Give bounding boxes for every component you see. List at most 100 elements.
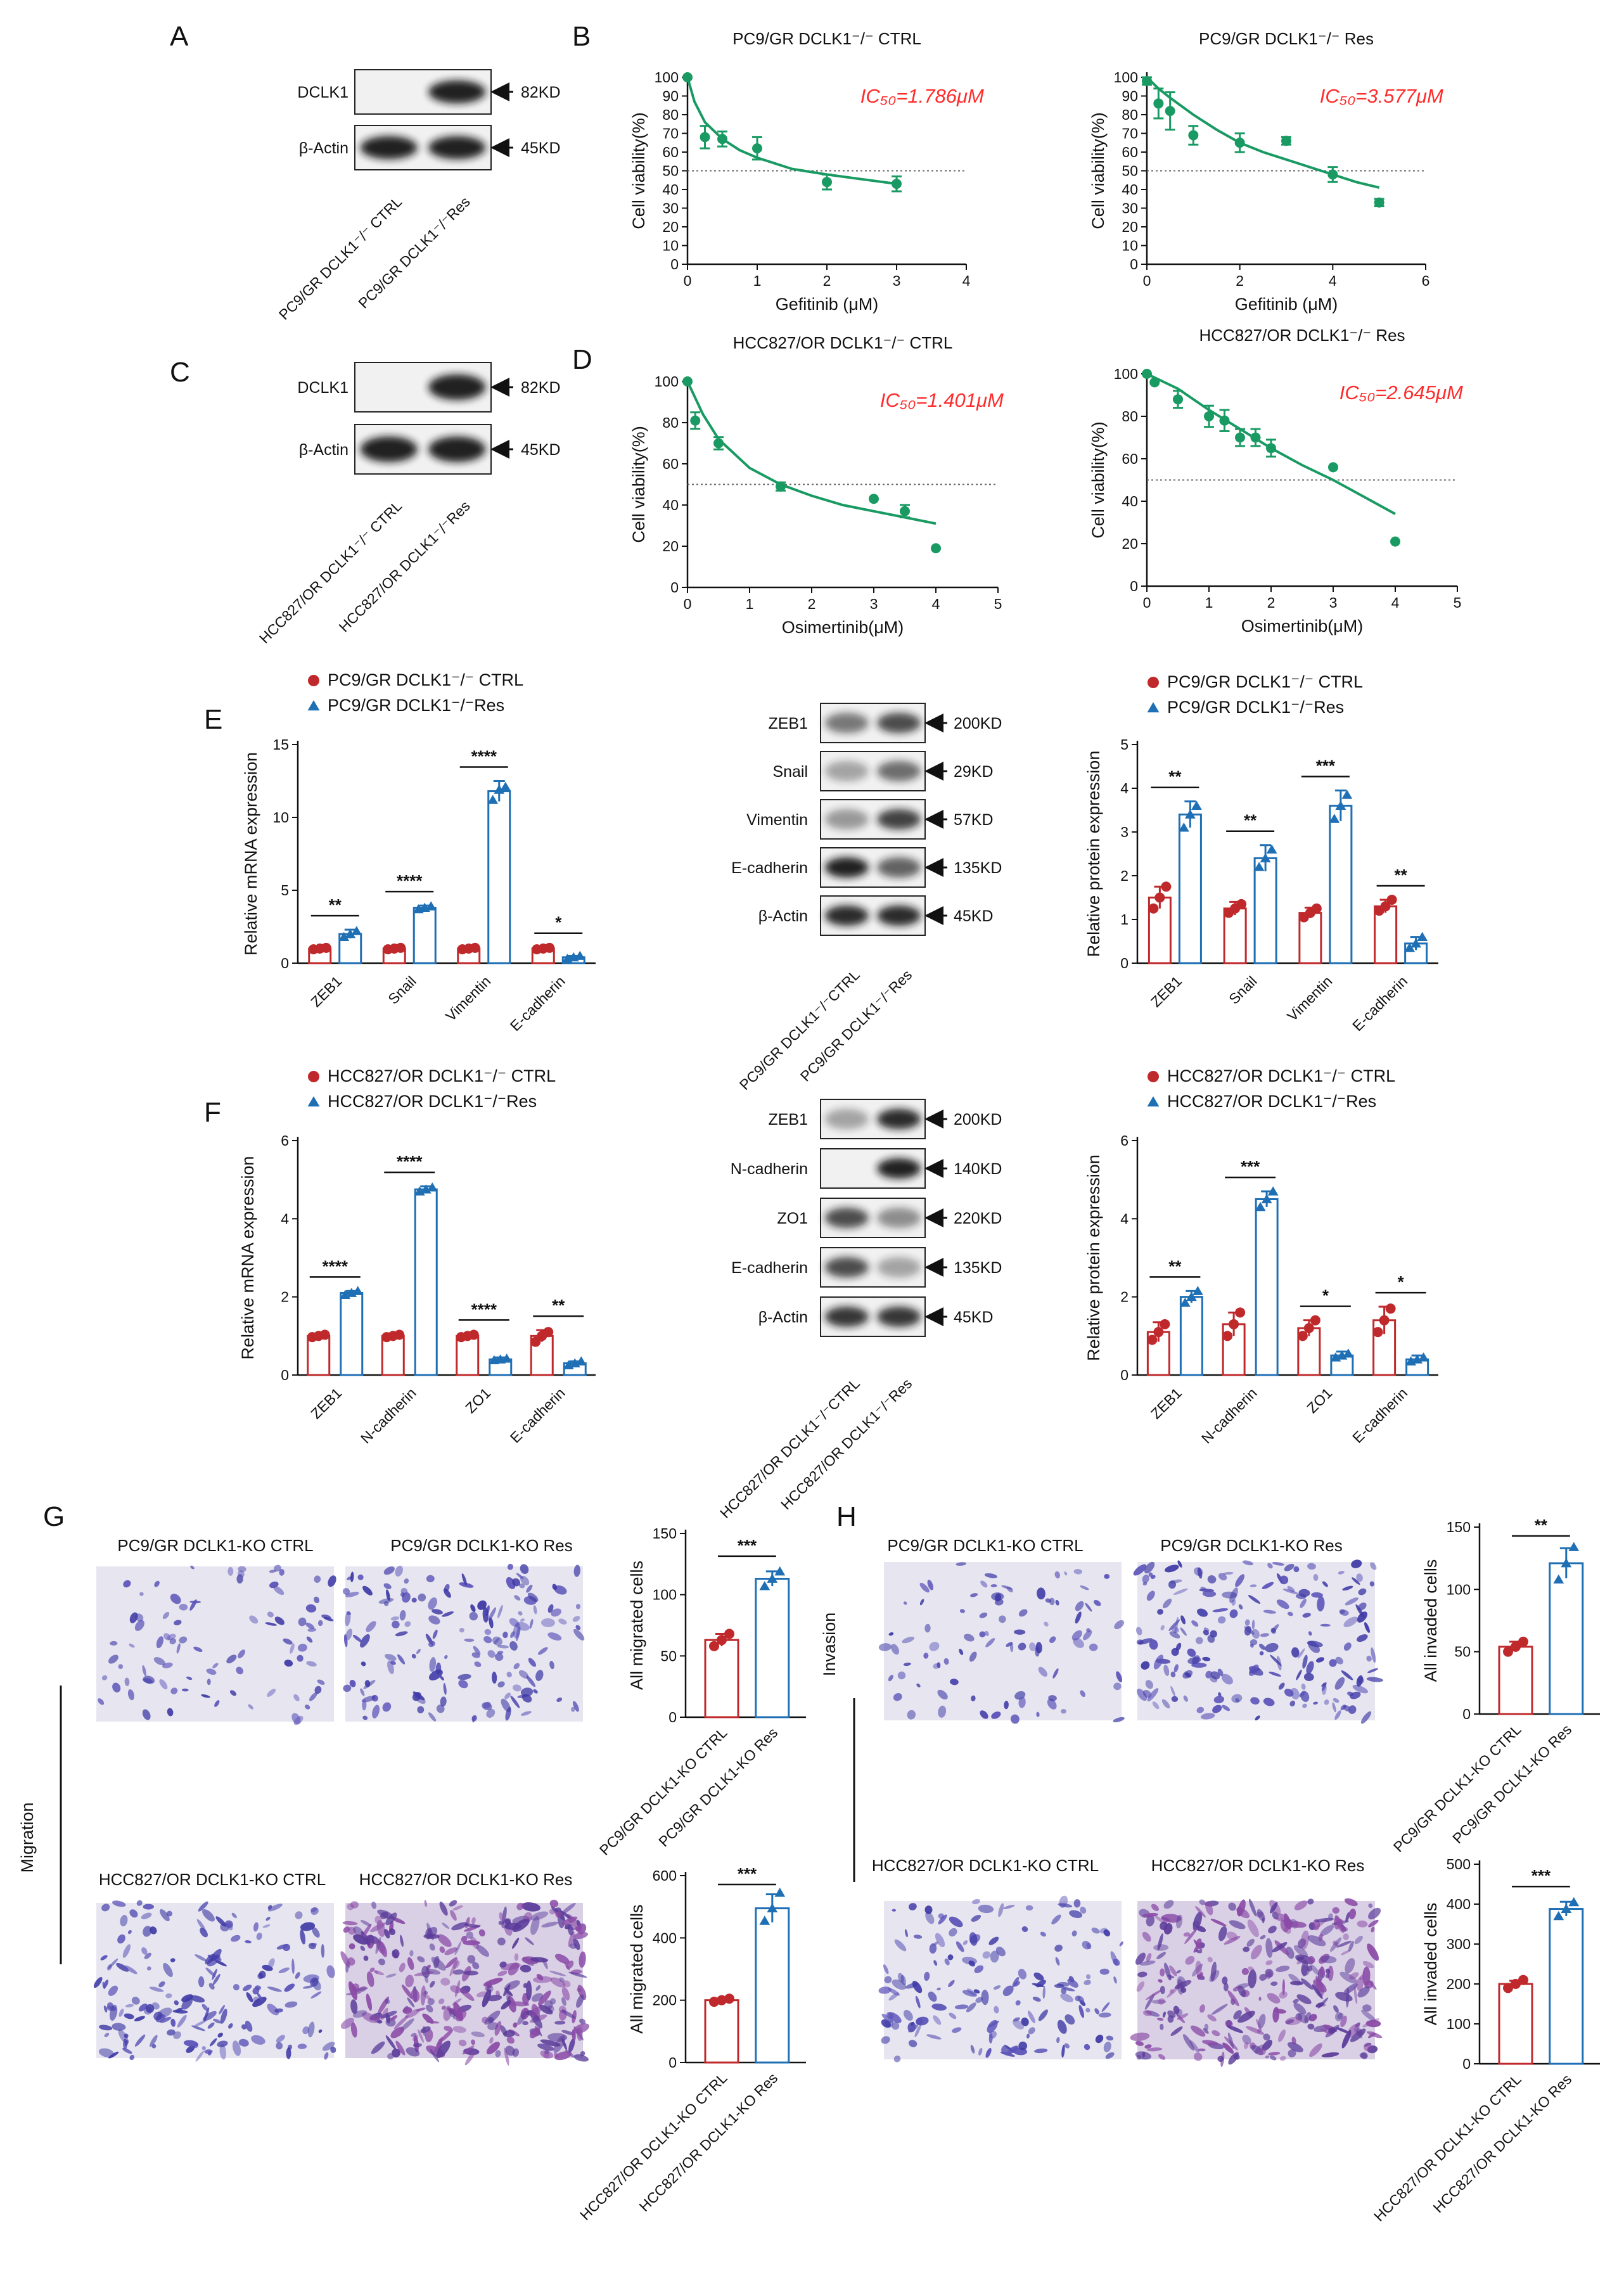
chart-d1-point: [713, 438, 724, 449]
micro-h-3-cell: [982, 1951, 991, 1959]
micro-g-4-cell: [392, 1949, 400, 1959]
micro-h-4-cell: [1198, 2048, 1206, 2052]
micro-g-3-cell: [198, 1901, 208, 1912]
micro-h-3-cell: [1032, 1997, 1041, 2002]
chart-f1-ytick-label: 6: [281, 1132, 289, 1149]
micro-h-4-cell: [1354, 1935, 1363, 1945]
chart-b1-ytick-label: 0: [670, 256, 679, 272]
micro-h-1-cell: [903, 1662, 911, 1666]
micro-h-4-cell: [1176, 1969, 1181, 1974]
micro-h-4-cell: [1309, 2043, 1322, 2057]
micro-h-2-cell: [1366, 1655, 1372, 1662]
blot-c-size-0: 82KD: [521, 379, 561, 397]
chart-g1-dot: [774, 1566, 786, 1576]
micro-g-4-cell: [424, 1990, 428, 1995]
micro-h-4-cell: [1270, 1981, 1278, 1986]
micro-h-3-cell: [908, 1903, 917, 1910]
micro-g-3-cell: [291, 1958, 295, 1974]
micro-h-4-cell: [1300, 1930, 1309, 1950]
chart-e2-dot: [1266, 844, 1277, 854]
micro-g-2-cell: [343, 1634, 348, 1647]
micro-h-2-cell: [1343, 1616, 1359, 1627]
chart-e2-sig: ***: [1316, 756, 1336, 775]
micro-g-3-cell: [195, 1954, 208, 1962]
chart-b1-point: [700, 132, 710, 143]
micro-g-1-cell: [139, 1592, 144, 1596]
micro-g-1-cell: [174, 1620, 182, 1625]
micro-h-4-cell: [1201, 2040, 1219, 2046]
micro-h-1-cell: [1075, 1611, 1082, 1624]
micro-g-4-cell: [385, 1912, 397, 1926]
micro-h-3-cell: [893, 2056, 901, 2063]
chart-f2-legend-marker: [1148, 1071, 1159, 1082]
micro-h-1-cell: [923, 1653, 929, 1659]
chart-d2-title: HCC827/OR DCLK1⁻/⁻ Res: [1199, 326, 1405, 345]
micro-g-4-cell: [568, 1971, 587, 1978]
micro-h-4-cell: [1288, 1973, 1301, 1985]
micro-g-2-cell: [471, 1652, 480, 1658]
micro-h-1-cell: [1029, 1642, 1036, 1651]
micro-h-2-cell: [1366, 1677, 1384, 1682]
blot-c-band-label-1: β-Actin: [299, 441, 348, 459]
micro-g-4-cell: [424, 1900, 427, 1907]
micro-h-1-cell: [971, 1695, 976, 1701]
micro-g-3-cell: [231, 1912, 237, 1919]
micro-h-4-cell: [1223, 1983, 1229, 1992]
chart-f2-dot: [1192, 1286, 1203, 1295]
micro-h-3-cell: [968, 1960, 976, 1967]
micro-h-3-cell: [1061, 1986, 1075, 1992]
micro-g-2: [343, 1563, 585, 1723]
micro-g-2-cell: [428, 1641, 436, 1647]
micro-h-2-cell: [1265, 1642, 1279, 1653]
micro-h-4-cell: [1135, 2040, 1144, 2046]
chart-b1-ytick-label: 60: [662, 144, 679, 160]
chart-h1-dot: [1511, 1641, 1521, 1652]
micro-g-3-cell: [257, 1992, 264, 2002]
micro-g-1-cell: [129, 1612, 138, 1623]
micro-h-3-cell: [1080, 1907, 1087, 1914]
micro-h-1-cell: [985, 1638, 995, 1647]
micro-g-1-cell: [142, 1709, 151, 1720]
micro-g-3-cell: [262, 1924, 271, 1928]
micro-g-4-cell: [531, 1993, 544, 2002]
micro-h-1-cell: [929, 1642, 940, 1651]
micro-h-2-cell: [1160, 1625, 1165, 1631]
micro-h-4-cell: [1258, 2014, 1266, 2029]
chart-g1-bar: [755, 1578, 790, 1718]
micro-h-3-cell: [1057, 2019, 1067, 2034]
micro-h-3-cell: [1065, 2014, 1075, 2025]
micro-h-1-cell: [937, 1689, 948, 1700]
micro-h-2-cell: [1301, 1683, 1306, 1690]
micro-g-1-cell: [186, 1676, 193, 1680]
micro-g-4-cell: [401, 1984, 413, 1999]
micro-h-2-cell: [1358, 1588, 1367, 1596]
micro-g-2-cell: [429, 1657, 437, 1672]
g-image-title-4: HCC827/OR DCLK1-KO Res: [359, 1870, 573, 1889]
micro-g-4-cell: [487, 2022, 499, 2030]
micro-g-2-cell: [519, 1583, 525, 1589]
chart-f1-sig: ****: [397, 1152, 423, 1171]
panel-label-a: A: [170, 21, 189, 52]
micro-g-2-cell: [457, 1673, 471, 1680]
micro-h-4-cell: [1160, 1968, 1165, 1977]
micro-h-1-cell: [1080, 1690, 1085, 1698]
micro-h-2-cell: [1135, 1627, 1142, 1635]
chart-e2-dot: [1184, 809, 1196, 819]
micro-h-4-cell: [1164, 1962, 1172, 1981]
chart-e2-sig: **: [1244, 811, 1257, 830]
chart-e2-dot: [1236, 899, 1247, 909]
micro-g-1-cell: [227, 1566, 234, 1576]
g-image-title-2: PC9/GR DCLK1-KO Res: [390, 1536, 573, 1555]
micro-g-4-cell: [530, 1911, 549, 1921]
chart-g2-dot: [759, 1916, 770, 1925]
micro-g-4-cell: [522, 2021, 528, 2026]
chart-e2-dot: [1191, 800, 1202, 810]
micro-g-1-cell: [159, 1679, 168, 1690]
chart-f2-dot: [1297, 1331, 1308, 1341]
micro-h-3-cell: [949, 1916, 963, 1928]
chart-d2-point: [1235, 432, 1245, 443]
chart-e2-xtick-label: Snail: [1225, 973, 1260, 1008]
micro-h-4-cell: [1184, 1928, 1198, 1944]
micro-g-4-cell: [445, 1957, 457, 1969]
micro-h-3-cell: [1060, 1993, 1073, 2002]
